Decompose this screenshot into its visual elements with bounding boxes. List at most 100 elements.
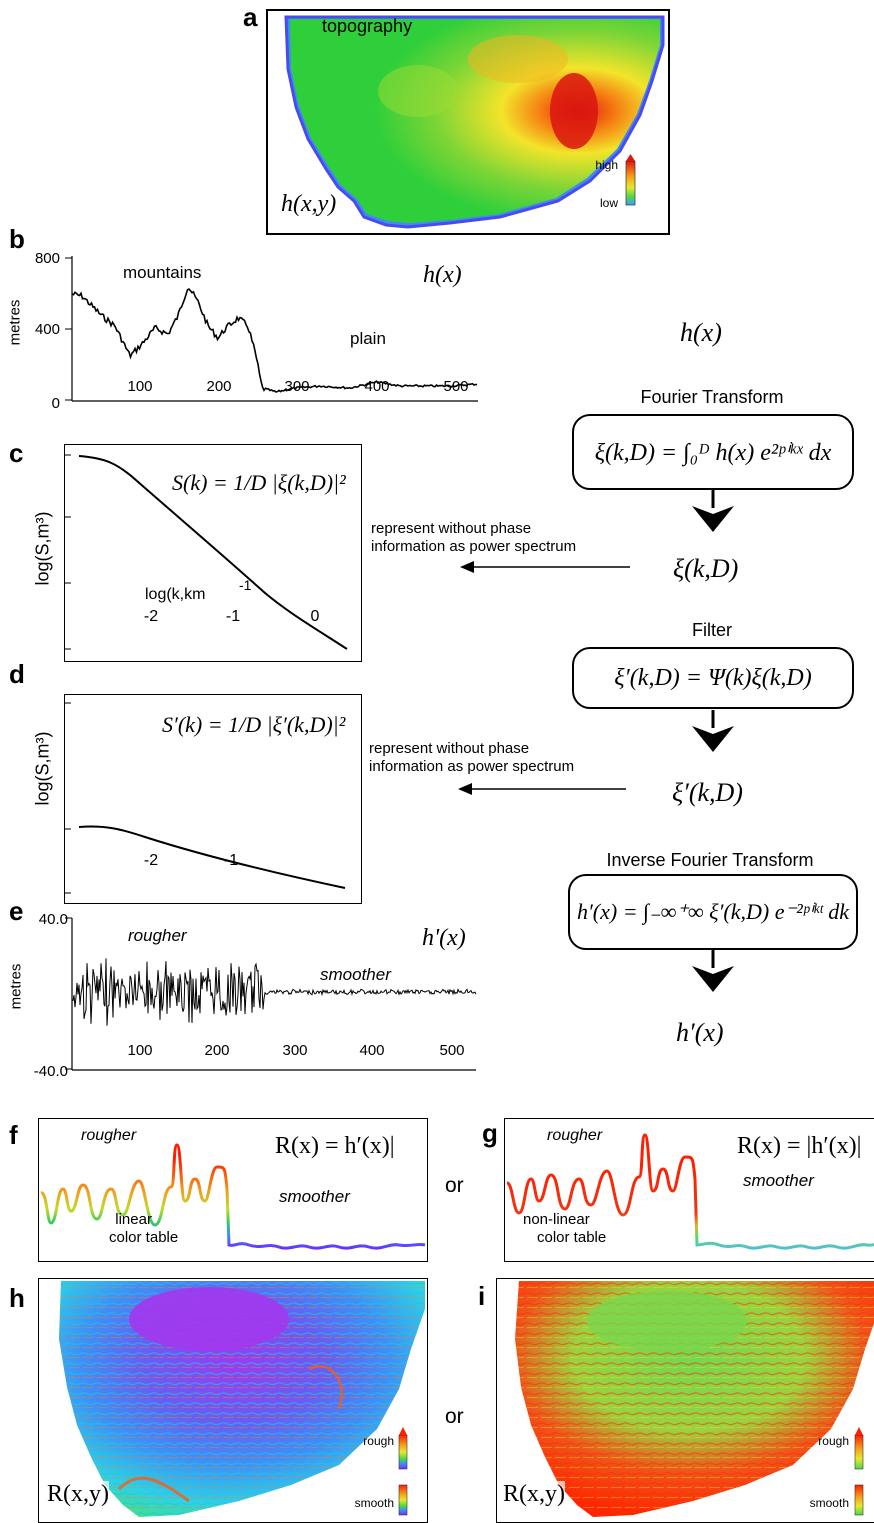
- xtick-neg1: -1: [226, 608, 240, 625]
- flow-step1-formula: ξ(k,D) = ∫₀ᴰ h(x) e²ᵖⁱᵏˣ dx: [594, 439, 832, 466]
- flow-step2-formula: ξ′(k,D) = Ψ(k)ξ(k,D): [614, 664, 812, 691]
- label-color-table-f: color table: [109, 1229, 179, 1246]
- color-scale-bar: [625, 160, 636, 206]
- panel-g-formula: R(x) = |h′(x)|: [737, 1133, 862, 1159]
- flow-step3-box: h′(x) = ∫₋∞⁺∞ ξ′(k,D) e⁻²ᵖⁱᵏᵗ dk: [568, 874, 858, 950]
- flow-step2-box: ξ′(k,D) = Ψ(k)ξ(k,D): [572, 647, 854, 709]
- label-rougher-g: rougher: [547, 1127, 603, 1144]
- label-linear: linear: [115, 1211, 152, 1228]
- label-non-linear: non-linear: [523, 1211, 590, 1228]
- down-arrow-icon: [692, 490, 734, 532]
- label-mountains: mountains: [123, 263, 202, 282]
- label-plain: plain: [350, 329, 386, 348]
- xtick-100: 100: [127, 378, 152, 395]
- filtered-spectrum-chart: -2 -1: [65, 702, 346, 894]
- profile-formula: h(x): [423, 262, 462, 288]
- label-rougher-e: rougher: [128, 926, 187, 945]
- power-spectrum-chart: -2 -1 0 log(k,km -1: [65, 454, 348, 650]
- xtick-300-e: 300: [282, 1042, 307, 1059]
- scale-smooth-label: smooth: [355, 1496, 394, 1510]
- panel-label-e: e: [9, 896, 24, 926]
- xtick-500-e: 500: [439, 1042, 464, 1059]
- color-scale-bar: [854, 1434, 864, 1470]
- flow-out1: ξ(k,D): [673, 554, 739, 583]
- arrow-note-2-line1: represent without phase: [369, 740, 530, 757]
- filtered-formula: h'(x): [422, 925, 466, 951]
- label-smoother-g: smoother: [743, 1171, 814, 1190]
- panel-label-a: a: [243, 2, 258, 32]
- scale-smooth-label: smooth: [810, 1496, 849, 1510]
- filtered-profile-line: [72, 958, 477, 1026]
- xtick-neg2: -2: [144, 608, 158, 625]
- linear-color-profile: [39, 1143, 426, 1250]
- xtick-200-e: 200: [204, 1042, 229, 1059]
- spectrum-d-frame: -2 -1: [64, 694, 362, 904]
- panel-label-h: h: [9, 1283, 25, 1313]
- flow-step1-title: Fourier Transform: [640, 387, 784, 407]
- or-label-2: or: [445, 1405, 464, 1428]
- spectrum-d-ylabel: log(S,m³): [32, 731, 53, 806]
- topography-map: high low: [284, 15, 665, 229]
- scale-low-label: low: [600, 196, 618, 210]
- or-label-1: or: [445, 1174, 464, 1197]
- panel-f-formula: R(x) = h′(x)|: [275, 1133, 395, 1159]
- flow-step1-box: ξ(k,D) = ∫₀ᴰ h(x) e²ᵖⁱᵏˣ dx: [572, 414, 854, 490]
- scale-high-label: high: [595, 158, 618, 172]
- arrow-note-1-line2: information as power spectrum: [371, 538, 577, 555]
- spectrum-c-frame: -2 -1 0 log(k,km -1: [64, 444, 362, 662]
- color-scale-bar: [398, 1434, 408, 1470]
- xtick-100-e: 100: [127, 1042, 152, 1059]
- label-rougher-f: rougher: [81, 1127, 137, 1144]
- spectrum-xlabel: log(k,km: [145, 586, 205, 603]
- ytick-800: 800: [35, 250, 60, 267]
- nonlinear-color-profile: [506, 1133, 874, 1250]
- xtick-neg2-d: -2: [144, 852, 158, 869]
- xtick-400-e: 400: [359, 1042, 384, 1059]
- ytick-neg40: -40.0: [34, 1063, 68, 1080]
- filtered-profile-chart: 40.0 -40.0 100 200 300 400 500: [34, 911, 477, 1080]
- map-formula: h(x,y): [281, 191, 337, 217]
- scale-rough-label: rough: [363, 1434, 394, 1448]
- flow-input: h(x): [680, 318, 722, 347]
- scale-rough-label: rough: [818, 1434, 849, 1448]
- roughness-map-linear: rough smooth: [59, 1281, 425, 1517]
- xtick-neg1-d: -1: [224, 852, 238, 869]
- label-smoother-e: smoother: [320, 965, 391, 984]
- elevation-profile-chart: 800 400 0 100 200 300 400 500: [35, 250, 478, 411]
- spectrum-d-formula: S′(k) = 1/D |ξ′(k,D)|²: [162, 712, 346, 737]
- topography-title: topography: [322, 16, 413, 36]
- panel-label-b: b: [9, 224, 25, 254]
- left-arrow-icon: [460, 561, 630, 573]
- panel-label-i: i: [478, 1281, 486, 1311]
- panel-f-frame: rougher smoother linear color table R(x)…: [38, 1118, 428, 1262]
- flow-step2-title: Filter: [692, 620, 732, 640]
- linear-color-curve: [39, 1143, 426, 1250]
- roughness-map-nonlinear: rough smooth: [515, 1281, 874, 1517]
- label-smoother-f: smoother: [279, 1187, 350, 1206]
- arrow-note-2-line2: information as power spectrum: [369, 758, 575, 775]
- left-arrow-icon: [458, 783, 626, 795]
- flow-step3-title: Inverse Fourier Transform: [606, 850, 814, 870]
- spectrum-c-ylabel: log(S,m³): [32, 511, 53, 586]
- spectrum-curve: [78, 455, 348, 650]
- ytick-40: 40.0: [39, 911, 68, 928]
- spectrum-c-formula: S(k) = 1/D |ξ(k,D)|²: [172, 470, 346, 495]
- label-color-table-g: color table: [537, 1229, 607, 1246]
- filtered-spectrum-curve: [78, 825, 346, 889]
- panel-label-f: f: [9, 1120, 18, 1150]
- arrow-note-2: represent without phase information as p…: [369, 740, 574, 776]
- panel-label-c: c: [9, 438, 24, 468]
- label-linear-table: linear color table: [83, 1211, 178, 1247]
- flow-out3: h′(x): [676, 1018, 724, 1047]
- panel-label-g: g: [482, 1118, 498, 1148]
- roughness-map-formula: R(x,y): [503, 1481, 565, 1508]
- xtick-200: 200: [206, 378, 231, 395]
- down-arrow-icon: [692, 950, 734, 992]
- xtick-0: 0: [311, 608, 320, 625]
- spectrum-xlabel-exp: -1: [239, 577, 252, 593]
- panel-g-frame: rougher smoother non-linear color table …: [504, 1118, 874, 1262]
- flow-out2: ξ′(k,D): [672, 778, 743, 807]
- ytick-0: 0: [52, 395, 60, 411]
- down-arrow-icon: [692, 710, 734, 752]
- spectrum-d-ylabel-wrap: log(S,m³): [28, 720, 58, 820]
